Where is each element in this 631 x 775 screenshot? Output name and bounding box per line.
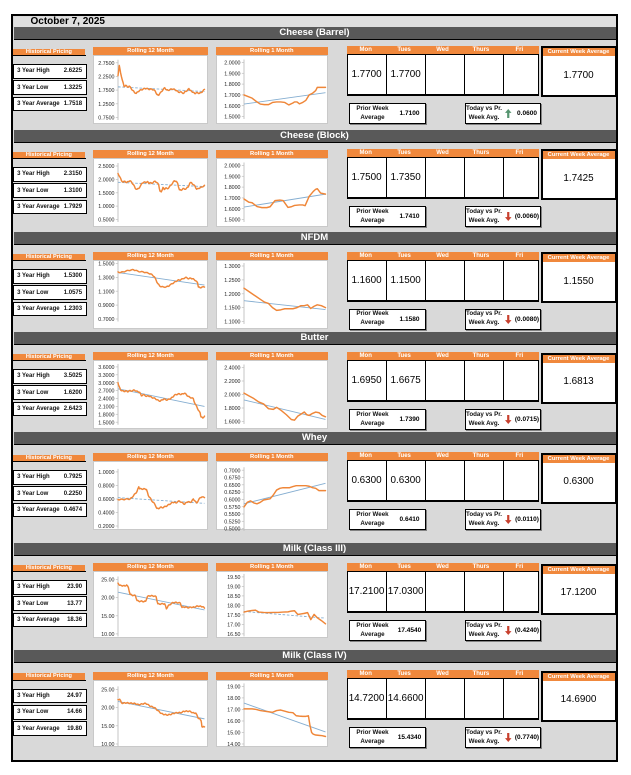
svg-text:1.2000: 1.2000 <box>224 292 240 298</box>
svg-text:2.0000: 2.0000 <box>224 164 240 170</box>
svg-text:1.7500: 1.7500 <box>98 88 114 94</box>
svg-text:20.00: 20.00 <box>101 596 114 602</box>
svg-text:18.00: 18.00 <box>227 604 240 610</box>
svg-text:16.00: 16.00 <box>227 719 240 725</box>
svg-text:14.00: 14.00 <box>227 742 240 748</box>
svg-text:1.8000: 1.8000 <box>224 82 240 88</box>
svg-text:20.00: 20.00 <box>101 706 114 712</box>
svg-text:2.1000: 2.1000 <box>98 405 114 411</box>
svg-text:19.00: 19.00 <box>227 684 240 690</box>
svg-text:1.8000: 1.8000 <box>224 185 240 191</box>
svg-text:10.00: 10.00 <box>101 632 114 638</box>
svg-text:3.0000: 3.0000 <box>98 381 114 387</box>
svg-text:0.8000: 0.8000 <box>98 484 114 490</box>
svg-text:0.7500: 0.7500 <box>98 116 114 122</box>
svg-text:2.5000: 2.5000 <box>98 164 114 170</box>
svg-text:0.5000: 0.5000 <box>224 527 240 531</box>
svg-text:17.50: 17.50 <box>227 613 240 619</box>
svg-text:1.5000: 1.5000 <box>224 115 240 121</box>
svg-text:0.7000: 0.7000 <box>224 468 240 474</box>
svg-text:1.9000: 1.9000 <box>224 72 240 78</box>
svg-text:0.6500: 0.6500 <box>224 483 240 489</box>
svg-text:10.00: 10.00 <box>101 742 114 748</box>
svg-text:2.7000: 2.7000 <box>98 389 114 395</box>
svg-text:25.00: 25.00 <box>101 578 114 584</box>
svg-text:18.00: 18.00 <box>227 696 240 702</box>
svg-text:1.9000: 1.9000 <box>224 175 240 181</box>
svg-text:15.00: 15.00 <box>227 731 240 737</box>
svg-text:0.7000: 0.7000 <box>98 317 114 323</box>
svg-text:0.5750: 0.5750 <box>224 505 240 511</box>
svg-text:2.0000: 2.0000 <box>224 61 240 67</box>
svg-text:0.4000: 0.4000 <box>98 511 114 517</box>
svg-text:2.2000: 2.2000 <box>224 379 240 385</box>
svg-text:0.6000: 0.6000 <box>224 498 240 504</box>
svg-text:16.50: 16.50 <box>227 632 240 638</box>
svg-text:0.6000: 0.6000 <box>98 497 114 503</box>
svg-text:1.7000: 1.7000 <box>224 196 240 202</box>
svg-text:0.6250: 0.6250 <box>224 490 240 496</box>
svg-text:2.0000: 2.0000 <box>224 393 240 399</box>
svg-text:1.1000: 1.1000 <box>98 290 114 296</box>
svg-text:0.5500: 0.5500 <box>224 512 240 518</box>
svg-text:1.5000: 1.5000 <box>98 191 114 197</box>
svg-text:1.3000: 1.3000 <box>224 264 240 270</box>
svg-text:1.7000: 1.7000 <box>224 93 240 99</box>
svg-text:15.00: 15.00 <box>101 724 114 730</box>
svg-text:0.5000: 0.5000 <box>98 218 114 224</box>
svg-text:1.5000: 1.5000 <box>98 262 114 268</box>
svg-text:2.0000: 2.0000 <box>98 178 114 184</box>
svg-text:1.8000: 1.8000 <box>224 406 240 412</box>
svg-text:15.00: 15.00 <box>101 614 114 620</box>
svg-text:1.5000: 1.5000 <box>224 218 240 224</box>
svg-text:2.4000: 2.4000 <box>224 366 240 372</box>
svg-text:0.9000: 0.9000 <box>98 303 114 309</box>
svg-text:1.1500: 1.1500 <box>224 306 240 312</box>
svg-text:1.8000: 1.8000 <box>98 413 114 419</box>
svg-text:3.6000: 3.6000 <box>98 365 114 371</box>
svg-text:1.3000: 1.3000 <box>98 276 114 282</box>
svg-text:1.2500: 1.2500 <box>98 102 114 108</box>
svg-text:1.0000: 1.0000 <box>98 204 114 210</box>
svg-text:1.6000: 1.6000 <box>224 104 240 110</box>
svg-text:0.6750: 0.6750 <box>224 476 240 482</box>
svg-text:1.2500: 1.2500 <box>224 278 240 284</box>
svg-text:1.6000: 1.6000 <box>224 207 240 213</box>
svg-text:1.6000: 1.6000 <box>224 420 240 426</box>
svg-text:1.1000: 1.1000 <box>224 320 240 326</box>
svg-text:0.5250: 0.5250 <box>224 520 240 526</box>
svg-text:1.5000: 1.5000 <box>98 421 114 427</box>
svg-text:19.00: 19.00 <box>227 585 240 591</box>
svg-text:25.00: 25.00 <box>101 687 114 693</box>
svg-text:0.2000: 0.2000 <box>98 524 114 530</box>
svg-text:1.0000: 1.0000 <box>98 470 114 476</box>
svg-text:2.2500: 2.2500 <box>98 75 114 81</box>
svg-text:17.00: 17.00 <box>227 623 240 629</box>
svg-text:19.50: 19.50 <box>227 575 240 581</box>
svg-text:2.7500: 2.7500 <box>98 61 114 67</box>
svg-text:18.50: 18.50 <box>227 594 240 600</box>
svg-text:3.3000: 3.3000 <box>98 373 114 379</box>
svg-text:17.00: 17.00 <box>227 707 240 713</box>
svg-text:2.4000: 2.4000 <box>98 397 114 403</box>
